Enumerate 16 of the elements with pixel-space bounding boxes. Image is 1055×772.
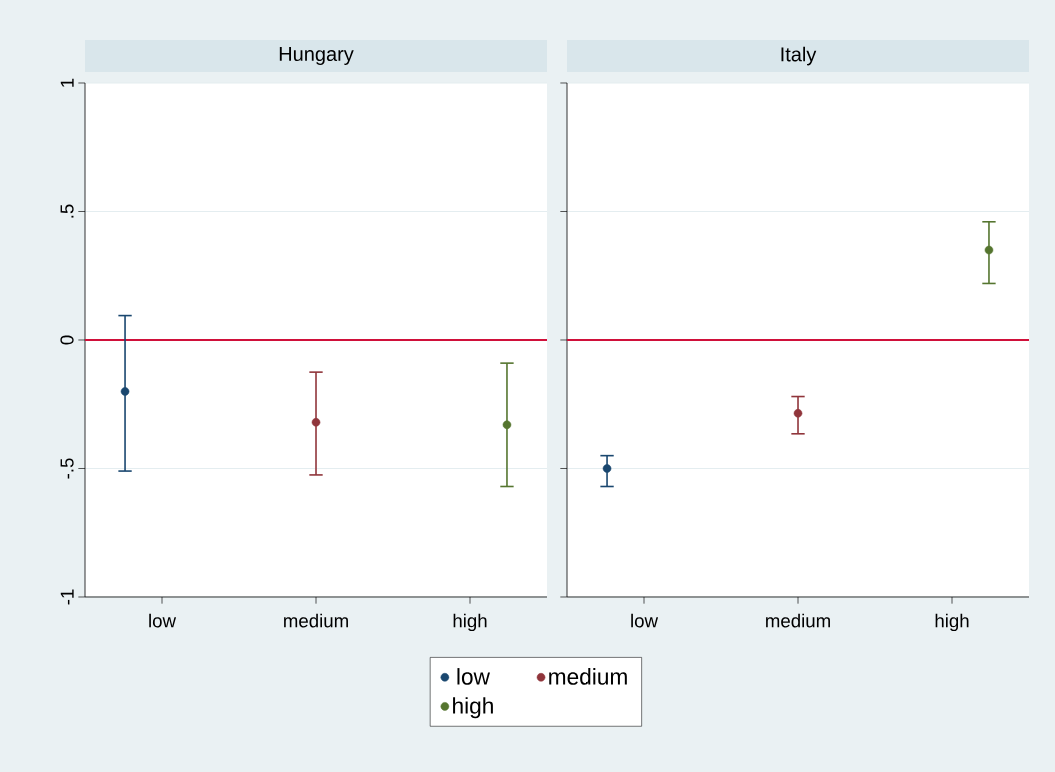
legend-label: high xyxy=(453,697,493,719)
legend-label: low xyxy=(457,668,490,685)
y-tick-label: -.5 xyxy=(60,458,74,479)
x-tick-label: medium xyxy=(284,613,348,628)
x-tick-label: high xyxy=(935,613,969,632)
y-tick-label: 0 xyxy=(60,335,74,345)
x-tick-label: high xyxy=(453,613,487,632)
legend-label: medium xyxy=(549,668,627,685)
y-tick-label: 1 xyxy=(60,78,74,87)
x-tick-label: medium xyxy=(766,613,830,628)
y-tick-label: .5 xyxy=(60,204,74,218)
x-tick-label: low xyxy=(149,613,177,628)
chart-title: Italy xyxy=(781,46,817,66)
x-tick-label: low xyxy=(631,613,659,628)
y-tick-label: -1 xyxy=(60,589,74,605)
chart-title: Hungary xyxy=(279,47,354,66)
